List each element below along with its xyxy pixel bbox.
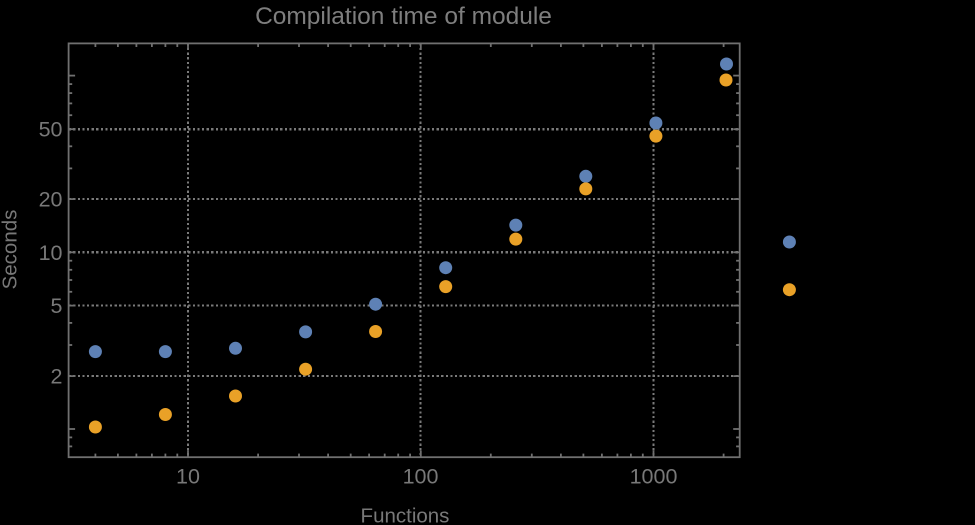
svg-text:1000: 1000	[630, 465, 678, 489]
svg-text:2: 2	[51, 365, 63, 389]
svg-text:Compilation time of module: Compilation time of module	[255, 3, 552, 30]
svg-text:Functions: Functions	[361, 504, 450, 525]
svg-text:100: 100	[403, 465, 439, 489]
svg-text:Seconds: Seconds	[0, 210, 22, 290]
svg-text:10: 10	[176, 465, 200, 489]
svg-text:20: 20	[39, 188, 63, 212]
svg-text:5: 5	[51, 294, 63, 318]
svg-text:10: 10	[39, 241, 63, 265]
svg-text:50: 50	[39, 118, 63, 142]
